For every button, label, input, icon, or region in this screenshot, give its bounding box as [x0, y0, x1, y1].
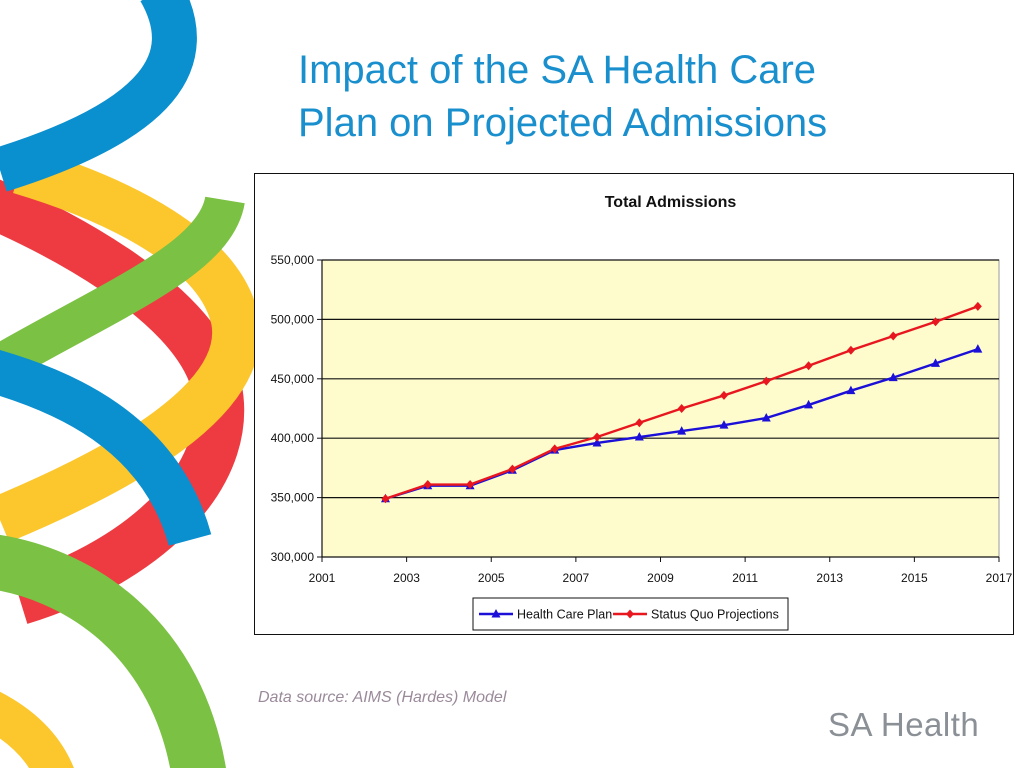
legend-label-status-quo-projections: Status Quo Projections: [651, 608, 779, 622]
x-tick-label: 2011: [732, 571, 758, 585]
blue-ribbon-lower: [0, 350, 212, 547]
status-quo-projections-point: [719, 390, 728, 400]
y-tick-label: 550,000: [271, 253, 315, 267]
yellow-ribbon-lower: [0, 691, 74, 768]
line-chart: Total Admissions 300,000 350,000 400,000 450…: [271, 194, 1012, 631]
status-quo-projections-point: [593, 432, 602, 442]
data-source-note: Data source: AIMS (Hardes) Model: [258, 689, 507, 706]
status-quo-projections-point: [804, 361, 813, 371]
x-tick-label: 2015: [901, 571, 928, 585]
x-tick-label: 2003: [393, 571, 420, 585]
x-tick-label: 2017: [986, 571, 1012, 585]
health-care-plan-point: [804, 399, 814, 409]
slide-title-line-2: Plan on Projected Admissions: [298, 101, 828, 145]
decorative-ribbons: [0, 0, 255, 768]
status-quo-projections-point: [762, 376, 771, 386]
slide-title: Impact of the SA Health Care Plan on Pro…: [298, 44, 998, 150]
legend-swatch-status-quo-projections-marker: [626, 609, 634, 619]
legend-label-health-care-plan: Health Care Plan: [517, 608, 612, 622]
health-care-plan-point: [677, 426, 687, 435]
status-quo-projections-point: [931, 317, 940, 327]
chart-title: Total Admissions: [605, 194, 737, 211]
status-quo-projections-point: [846, 345, 855, 355]
status-quo-projections-point: [508, 464, 517, 474]
health-care-plan-point: [719, 420, 729, 429]
status-quo-projections-point: [381, 494, 390, 504]
status-quo-projections-point: [973, 301, 982, 311]
legend-swatch-health-care-plan-marker: [491, 609, 501, 618]
status-quo-projections-point: [889, 331, 898, 341]
health-care-plan-point: [761, 413, 771, 422]
health-care-plan-point: [634, 432, 644, 441]
status-quo-projections-point: [466, 480, 475, 490]
status-quo-projections-point: [677, 404, 686, 413]
y-tick-label: 500,000: [271, 312, 315, 326]
slide-title-line-1: Impact of the SA Health Care: [298, 48, 817, 92]
chart-frame: Total Admissions 300,000 350,000 400,000 450…: [254, 173, 1014, 635]
x-tick-label: 2013: [816, 571, 843, 585]
health-care-plan-point: [592, 437, 602, 447]
green-ribbon-lower: [0, 534, 226, 768]
health-care-plan-point: [931, 358, 941, 367]
health-care-plan-point: [846, 385, 856, 395]
yellow-ribbon: [0, 147, 255, 543]
status-quo-projections-point: [550, 444, 559, 454]
x-tick-label: 2005: [478, 571, 505, 585]
x-tick-label: 2001: [309, 571, 336, 585]
y-tick-label: 300,000: [271, 550, 315, 564]
green-ribbon-upper: [0, 195, 245, 388]
x-tick-label: 2007: [563, 571, 590, 585]
x-tick-label: 2009: [647, 571, 674, 585]
y-tick-label: 400,000: [271, 431, 315, 445]
y-tick-label: 450,000: [271, 372, 315, 386]
health-care-plan-point: [973, 344, 983, 353]
status-quo-projections-point: [423, 480, 432, 490]
blue-ribbon-upper: [0, 0, 197, 192]
y-tick-label: 350,000: [271, 491, 315, 505]
plot-area: [321, 259, 1000, 558]
health-care-plan-point: [888, 372, 898, 382]
sa-health-logo-text: SA Health: [828, 706, 980, 743]
status-quo-projections-point: [635, 418, 644, 428]
